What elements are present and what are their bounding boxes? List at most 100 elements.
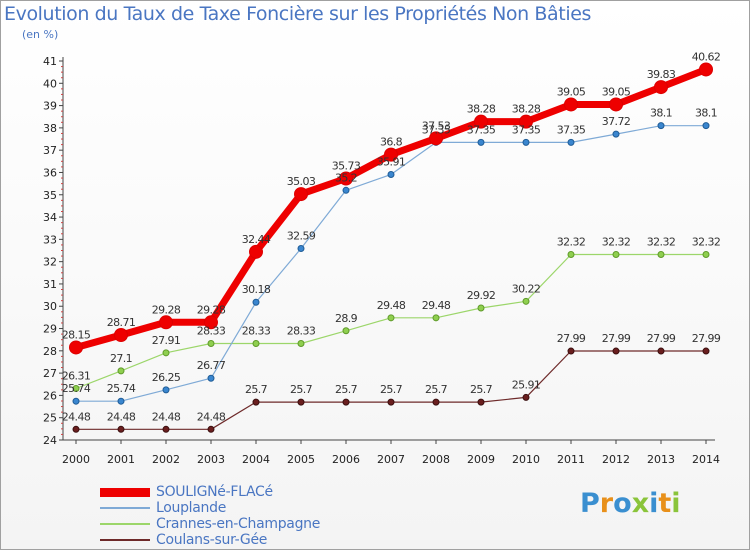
data-point — [117, 397, 125, 405]
data-label: 29.28 — [152, 303, 181, 316]
data-label: 37.35 — [557, 123, 586, 136]
data-label: 26.77 — [197, 359, 226, 372]
data-point — [432, 314, 440, 322]
data-point — [69, 340, 83, 355]
x-tick-label: 2000 — [62, 453, 90, 466]
logo-letter: t — [658, 488, 672, 519]
data-point — [477, 398, 485, 406]
data-label: 27.1 — [110, 352, 132, 365]
data-point — [387, 314, 395, 322]
data-point — [657, 251, 665, 259]
data-label: 32.32 — [647, 236, 676, 249]
data-point — [612, 251, 620, 259]
data-point — [252, 398, 260, 406]
data-point — [204, 315, 218, 330]
data-label: 32.32 — [557, 236, 586, 249]
logo-letter: i — [649, 488, 659, 519]
axes: 24 25 26 27 28 29 30 31 32 33 34 35 36 37 38 39 40 41 2000… — [43, 55, 720, 466]
data-point — [297, 398, 305, 406]
data-point — [522, 297, 530, 305]
data-label: 30.22 — [512, 282, 541, 295]
data-label: 35.03 — [287, 175, 316, 188]
data-point — [657, 347, 665, 355]
data-point — [654, 80, 668, 95]
data-point — [252, 298, 260, 306]
x-tick-label: 2006 — [332, 453, 360, 466]
data-point — [387, 398, 395, 406]
y-tick-label: 41 — [43, 55, 57, 68]
x-tick-label: 2010 — [512, 453, 540, 466]
y-tick-label: 31 — [43, 278, 57, 291]
data-label: 38.1 — [650, 107, 672, 120]
data-point — [207, 425, 215, 433]
data-label: 27.99 — [647, 332, 676, 345]
data-point — [72, 385, 80, 393]
data-point — [567, 251, 575, 259]
data-label: 24.48 — [197, 410, 226, 423]
logo-letter: i — [671, 488, 681, 519]
y-tick-label: 29 — [43, 323, 57, 336]
data-label: 25.7 — [425, 383, 448, 396]
data-point — [297, 339, 305, 347]
data-point — [117, 425, 125, 433]
data-label: 37.72 — [602, 115, 631, 128]
data-label: 32.44 — [242, 233, 271, 246]
data-point — [567, 347, 575, 355]
data-point — [702, 347, 710, 355]
data-label: 25.7 — [380, 383, 403, 396]
data-point — [609, 97, 623, 112]
y-tick-label: 32 — [43, 256, 57, 269]
data-point — [162, 349, 170, 357]
data-point — [432, 398, 440, 406]
data-label: 24.48 — [152, 410, 181, 423]
legend-label: Coulans-sur-Gée — [156, 532, 268, 548]
data-label: 32.59 — [287, 229, 316, 242]
x-tick-label: 2014 — [692, 453, 720, 466]
x-tick-label: 2011 — [557, 453, 585, 466]
legend-swatch — [100, 487, 150, 497]
y-tick-label: 30 — [43, 300, 57, 313]
data-label: 30.18 — [242, 283, 271, 296]
data-label: 39.05 — [602, 85, 631, 98]
data-label: 36.8 — [380, 136, 403, 149]
x-tick-label: 2005 — [287, 453, 315, 466]
data-point — [519, 114, 533, 129]
data-point — [612, 130, 620, 138]
x-tick-label: 2013 — [647, 453, 675, 466]
data-label: 25.7 — [470, 383, 493, 396]
y-tick-label: 40 — [43, 77, 57, 90]
chart-title: Evolution du Taux de Taxe Foncière sur l… — [4, 3, 592, 25]
data-label: 28.71 — [107, 316, 136, 329]
data-point — [564, 97, 578, 112]
x-tick-label: 2009 — [467, 453, 495, 466]
data-point — [159, 315, 173, 330]
data-label: 25.74 — [107, 382, 136, 395]
series-layer — [69, 62, 713, 433]
data-label: 27.99 — [692, 332, 721, 345]
data-label: 27.99 — [557, 332, 586, 345]
y-tick-label: 38 — [43, 122, 57, 135]
data-label: 25.7 — [290, 383, 313, 396]
y-tick-label: 33 — [43, 233, 57, 246]
data-point — [339, 171, 353, 186]
x-tick-label: 2012 — [602, 453, 630, 466]
legend-swatch — [100, 523, 150, 525]
legend-label: Louplande — [156, 500, 227, 516]
data-point — [249, 244, 263, 259]
y-tick-label: 27 — [43, 367, 57, 380]
legend-label: Crannes-en-Champagne — [156, 516, 321, 532]
data-point — [114, 327, 128, 342]
data-point — [522, 393, 530, 401]
data-label: 38.1 — [695, 107, 717, 120]
x-tick-label: 2004 — [242, 453, 270, 466]
data-point — [207, 339, 215, 347]
x-tick-label: 2003 — [197, 453, 225, 466]
data-point — [162, 386, 170, 394]
data-point — [477, 304, 485, 312]
y-tick-label: 35 — [43, 189, 57, 202]
data-point — [474, 114, 488, 129]
data-label: 38.28 — [512, 103, 541, 116]
logo-letter: x — [631, 488, 650, 519]
data-point — [612, 347, 620, 355]
